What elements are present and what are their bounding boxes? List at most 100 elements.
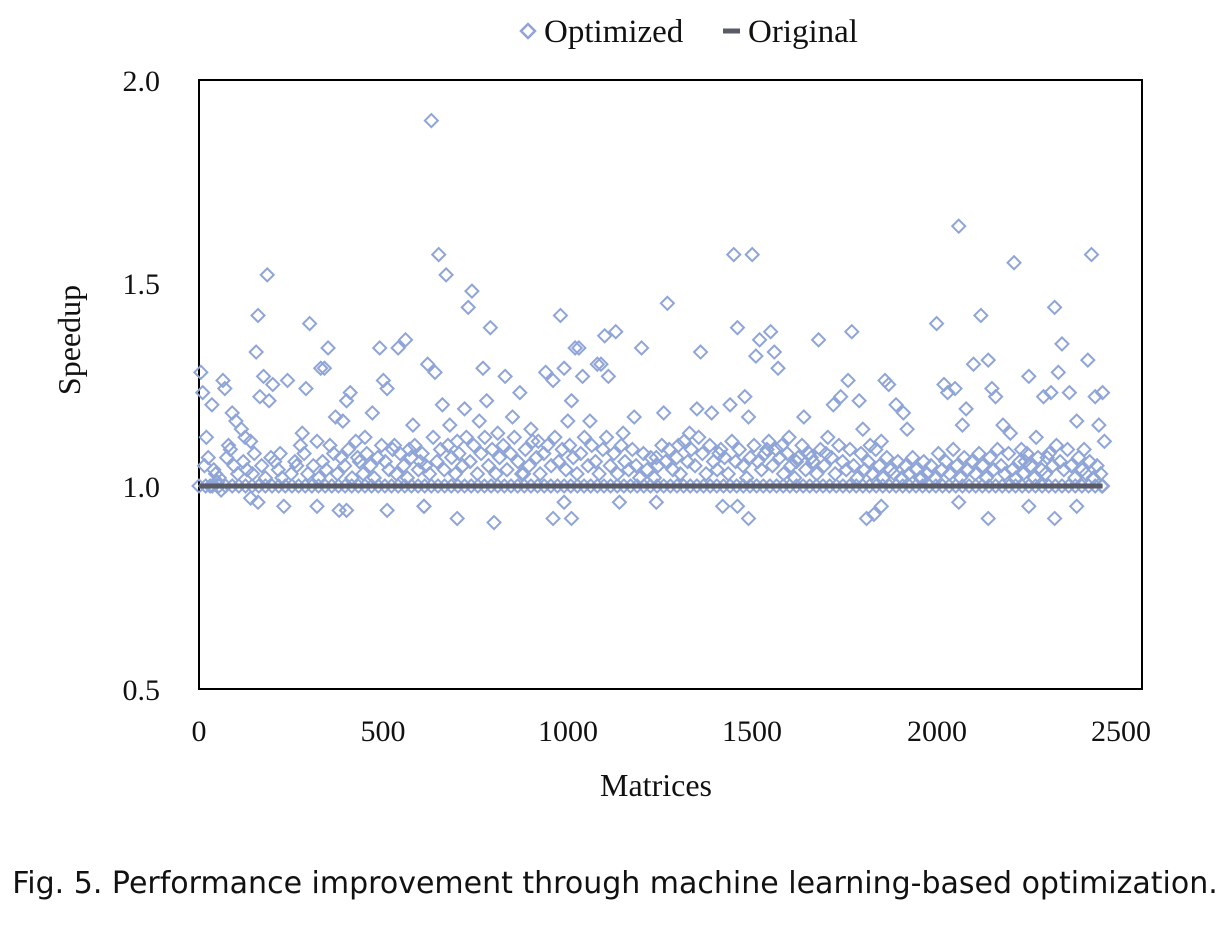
optimized-point [972, 307, 989, 324]
optimized-point [790, 449, 807, 466]
optimized-point [476, 429, 493, 446]
plot-area [198, 79, 1143, 690]
legend-original-label: Original [748, 14, 858, 50]
optimized-point [286, 453, 303, 470]
optimized-point [954, 417, 971, 434]
optimized-point [963, 453, 980, 470]
optimized-point [563, 510, 580, 527]
optimized-point [487, 465, 504, 482]
optimized-point [1081, 453, 1098, 470]
optimized-point [1079, 352, 1096, 369]
optimized-point [980, 510, 997, 527]
optimized-point [250, 307, 266, 324]
optimized-point [937, 453, 954, 470]
optimized-point [460, 299, 477, 316]
optimized-point [545, 372, 561, 389]
optimized-point [406, 437, 423, 454]
optimized-point [679, 453, 696, 470]
optimized-point [923, 457, 939, 474]
optimized-point [401, 441, 418, 458]
optimized-point [495, 437, 512, 454]
optimized-point [816, 457, 833, 474]
optimized-point [216, 380, 233, 397]
optimized-point [1046, 510, 1063, 527]
optimized-point [395, 457, 412, 474]
optimized-point [325, 445, 342, 462]
optimized-point [1094, 384, 1111, 401]
optimized-point [915, 453, 932, 470]
optimized-point [432, 441, 449, 458]
optimized-point [648, 494, 665, 511]
optimized-point [275, 498, 292, 515]
optimized-point [947, 380, 963, 397]
optimized-point [279, 372, 296, 389]
x-tick-label-2000: 2000 [907, 715, 967, 748]
optimized-point [255, 368, 272, 385]
optimized-point [753, 461, 770, 478]
optimized-point [1061, 384, 1078, 401]
optimized-point [971, 445, 987, 462]
optimized-point [901, 465, 917, 482]
optimized-point [600, 368, 617, 385]
optimized-point [865, 506, 882, 523]
optimized-point [327, 409, 344, 425]
optimized-point [594, 441, 611, 458]
optimized-point [576, 429, 593, 446]
optimized-point [635, 445, 652, 462]
optimized-point [362, 457, 379, 474]
optimized-point [511, 384, 528, 401]
optimized-point [583, 437, 600, 454]
optimized-point [222, 441, 239, 458]
optimized-point [546, 429, 563, 446]
optimized-point [246, 445, 263, 462]
optimized-point [886, 465, 903, 482]
optimized-point [336, 457, 353, 474]
optimized-point [497, 368, 514, 385]
optimized-point [478, 392, 495, 409]
optimized-point [480, 457, 497, 474]
optimized-point [827, 465, 844, 482]
optimized-point [524, 433, 541, 450]
optimized-point [198, 429, 215, 446]
optimized-point [611, 494, 628, 511]
optimized-point [556, 494, 573, 511]
legend: Optimized Original [519, 14, 858, 50]
optimized-point [1054, 335, 1070, 352]
optimized-point [648, 449, 665, 466]
optimized-point [403, 449, 419, 466]
optimized-point [397, 331, 414, 348]
optimized-point [1087, 388, 1104, 405]
optimized-point [639, 461, 656, 478]
optimized-point [552, 307, 569, 324]
optimized-point [465, 437, 482, 454]
optimized-point [878, 449, 895, 466]
optimized-point [355, 465, 372, 482]
optimized-point [591, 465, 608, 482]
optimized-point [567, 340, 584, 356]
optimized-point [888, 396, 904, 413]
optimized-point [982, 449, 998, 466]
optimized-point [690, 429, 707, 446]
optimized-point [371, 340, 388, 356]
optimized-point [351, 453, 368, 470]
optimized-point [607, 323, 624, 340]
optimized-point [819, 429, 836, 446]
optimized-point [589, 356, 606, 373]
optimized-point [1046, 299, 1063, 316]
optimized-point [701, 437, 718, 454]
optimized-point [729, 498, 746, 515]
optimized-point [491, 449, 508, 466]
optimized-point [259, 266, 276, 283]
optimized-point [1055, 461, 1072, 478]
optimized-point [530, 433, 547, 450]
optimized-point [853, 445, 869, 462]
optimized-point [329, 465, 346, 482]
optimized-point [1090, 417, 1107, 434]
optimized-point [473, 445, 490, 462]
optimized-point [742, 449, 759, 466]
optimized-point [489, 425, 506, 442]
optimized-point [436, 461, 453, 478]
optimized-point [657, 453, 674, 470]
optimized-point [795, 409, 812, 425]
optimized-point [357, 429, 373, 446]
